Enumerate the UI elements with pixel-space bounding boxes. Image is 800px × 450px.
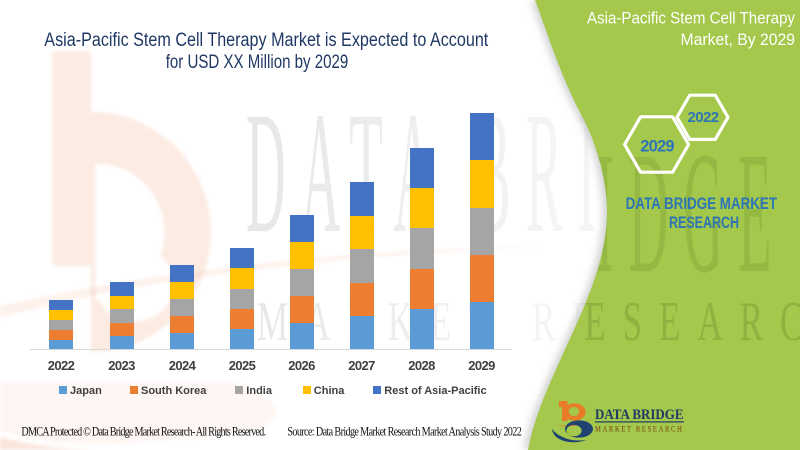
svg-text:Market, By 2029: Market, By 2029 [681,30,796,49]
svg-text:DATA BRIDGE: DATA BRIDGE [595,407,684,423]
svg-text:DATA BRIDGE MARKET: DATA BRIDGE MARKET [626,195,778,214]
svg-text:2029: 2029 [640,138,674,156]
svg-text:for USD XX Million by 2029: for USD XX Million by 2029 [166,52,349,73]
svg-text:Asia-Pacific Stem Cell Therapy: Asia-Pacific Stem Cell Therapy Market is… [44,30,489,51]
svg-text:Source: Data Bridge Market Res: Source: Data Bridge Market Research Mark… [287,426,521,439]
svg-text:RESEARCH: RESEARCH [669,214,739,233]
svg-text:MARKET RESEARCH: MARKET RESEARCH [595,425,684,434]
svg-text:DMCA Protected © Data Bridge M: DMCA Protected © Data Bridge Market Rese… [21,426,266,439]
svg-text:2022: 2022 [688,109,719,126]
svg-text:Asia-Pacific Stem Cell Therapy: Asia-Pacific Stem Cell Therapy [587,8,795,27]
